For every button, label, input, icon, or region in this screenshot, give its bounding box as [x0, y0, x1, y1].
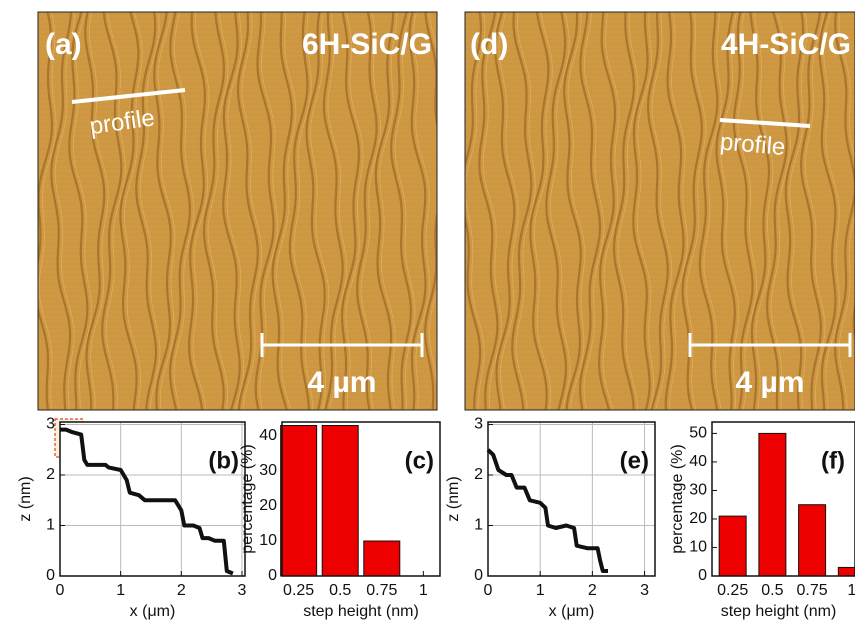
y-tick-label: 1: [46, 517, 55, 534]
y-axis-label: z (nm): [445, 476, 462, 521]
y-tick-label: 3: [46, 416, 55, 433]
bar: [322, 426, 358, 577]
y-tick-label: 3: [474, 416, 483, 433]
panel-label: (e): [620, 447, 649, 474]
y-tick-label: 40: [259, 427, 277, 444]
y-tick-label: 0: [698, 567, 707, 584]
x-tick-label: 2: [177, 582, 186, 599]
plot-area: [488, 422, 655, 576]
x-tick-label: 0.5: [329, 582, 351, 599]
y-tick-label: 20: [689, 510, 707, 527]
bar: [719, 516, 746, 576]
x-tick-label: 3: [238, 582, 247, 599]
y-tick-label: 30: [259, 462, 277, 479]
x-tick-label: 2: [588, 582, 597, 599]
x-tick-label: 0: [56, 582, 65, 599]
y-tick-label: 10: [689, 539, 707, 556]
y-tick-label: 0: [46, 567, 55, 584]
x-axis-label: step height (nm): [303, 603, 419, 620]
y-axis-label: percentage (%): [669, 444, 686, 553]
afm-image: [461, 12, 855, 412]
y-tick-label: 20: [259, 497, 277, 514]
afm-image: [35, 12, 449, 412]
x-tick-label: 0.75: [797, 582, 828, 599]
y-tick-label: 2: [474, 466, 483, 483]
x-tick-label: 1: [847, 582, 855, 599]
figure: (a) 6H-SiC/G profile 4 µm (d) 4H-SiC/G p…: [0, 0, 855, 623]
x-tick-label: 1: [116, 582, 125, 599]
bar: [799, 505, 826, 576]
y-tick-label: 2: [46, 466, 55, 483]
scale-label: 4 µm: [736, 366, 805, 399]
x-axis-label: x (μm): [549, 603, 595, 620]
bar: [364, 541, 400, 576]
x-tick-label: 1: [536, 582, 545, 599]
y-axis-label: z (nm): [17, 476, 34, 521]
x-axis-label: x (μm): [130, 603, 176, 620]
x-tick-label: 0: [484, 582, 493, 599]
x-tick-label: 3: [640, 582, 649, 599]
x-axis-label: step height (nm): [721, 603, 837, 620]
y-tick-label: 0: [268, 567, 277, 584]
y-axis-label: percentage (%): [239, 444, 256, 553]
panel-label: (f): [821, 447, 845, 474]
panel-label: (b): [208, 447, 239, 474]
image-title: 4H-SiC/G: [721, 28, 851, 61]
image-label: (a): [45, 28, 82, 61]
y-tick-label: 1: [474, 517, 483, 534]
x-tick-label: 0.25: [283, 582, 314, 599]
image-title: 6H-SiC/G: [302, 28, 432, 61]
image-label: (d): [470, 28, 508, 61]
x-tick-label: 0.5: [761, 582, 783, 599]
y-tick-label: 0: [474, 567, 483, 584]
profile-label: profile: [719, 128, 786, 161]
y-tick-label: 50: [689, 425, 707, 442]
bar: [759, 433, 786, 576]
x-tick-label: 0.75: [366, 582, 397, 599]
bar: [281, 426, 317, 577]
x-tick-label: 0.25: [717, 582, 748, 599]
panel-label: (c): [405, 447, 434, 474]
y-tick-label: 30: [689, 482, 707, 499]
scale-label: 4 µm: [308, 366, 377, 399]
bar: [838, 567, 855, 576]
x-tick-label: 1: [419, 582, 428, 599]
y-tick-label: 10: [259, 532, 277, 549]
y-tick-label: 40: [689, 453, 707, 470]
